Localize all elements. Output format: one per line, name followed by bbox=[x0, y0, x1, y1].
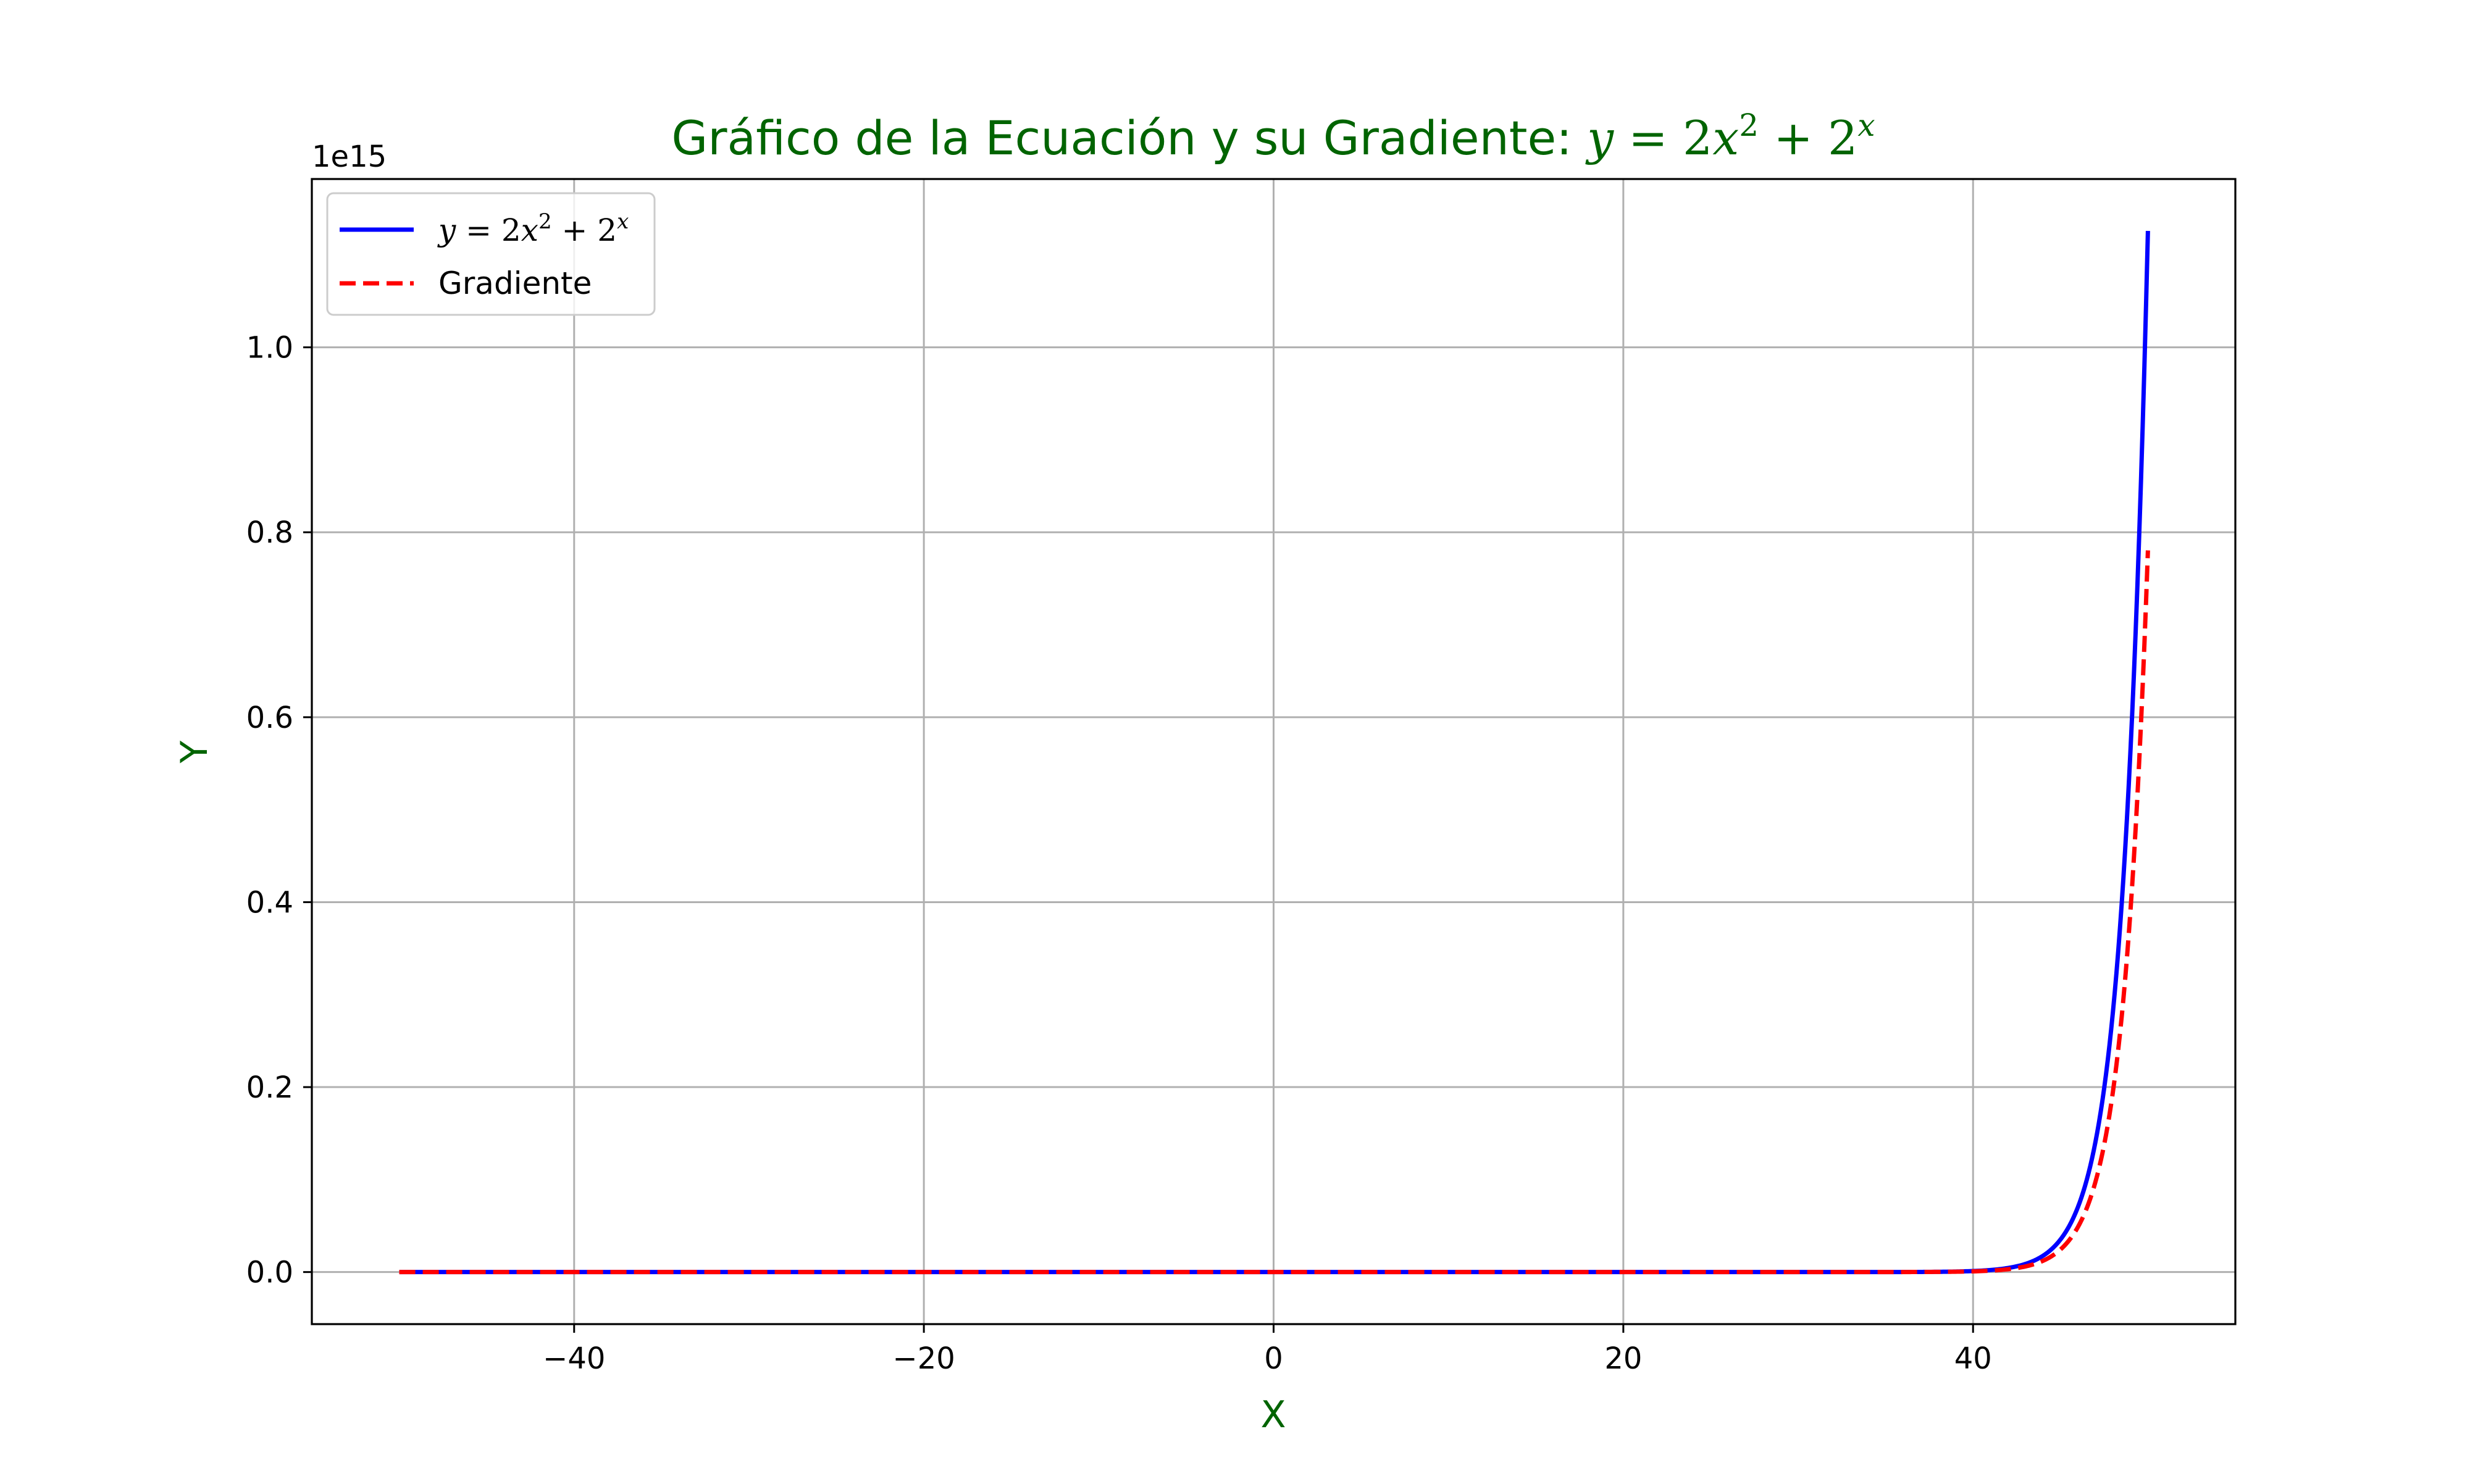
chart-title: Gráfico de la Ecuación y su Gradiente: y… bbox=[671, 107, 1875, 165]
y-tick-label: 0.6 bbox=[246, 701, 293, 735]
x-tick-label: 40 bbox=[1954, 1341, 1992, 1376]
title-eq-equals: = 2 bbox=[1614, 110, 1712, 165]
tick-layer: −40 −20 0 20 40 0.0 0.2 0.4 0.6 0.8 1.0 bbox=[246, 331, 1992, 1376]
x-tick-label: −40 bbox=[543, 1341, 605, 1376]
x-tick-label: −20 bbox=[892, 1341, 955, 1376]
y-tick-label: 1.0 bbox=[246, 331, 293, 365]
y-offset-label: 1e15 bbox=[312, 140, 387, 174]
grid-layer bbox=[312, 179, 2235, 1324]
x-tick-label: 20 bbox=[1604, 1341, 1642, 1376]
title-eq-x: x bbox=[1712, 110, 1739, 165]
y-tick-label: 0.4 bbox=[246, 885, 293, 920]
legend-box bbox=[326, 192, 656, 316]
y-tick-label: 0.0 bbox=[246, 1256, 293, 1290]
legend-label-gradient: Gradiente bbox=[438, 265, 592, 301]
title-prefix: Gráfico de la Ecuación y su Gradiente: bbox=[671, 110, 1587, 165]
y-tick-label: 0.8 bbox=[246, 515, 293, 550]
legend-label-equation: y = 2x2 + 2x bbox=[437, 209, 629, 248]
title-eq-plus: + 2 bbox=[1759, 110, 1857, 165]
title-eq-exp: x bbox=[1857, 107, 1875, 143]
title-eq-sq: 2 bbox=[1739, 107, 1759, 143]
x-tick-label: 0 bbox=[1264, 1341, 1283, 1376]
x-axis-label: X bbox=[1260, 1393, 1286, 1436]
y-tick-label: 0.2 bbox=[246, 1070, 293, 1105]
series-layer bbox=[398, 230, 2150, 1275]
title-eq-y: y bbox=[1585, 110, 1614, 165]
series-line-gradient bbox=[398, 550, 2150, 1275]
y-axis-label: Y bbox=[173, 740, 216, 764]
legend: y = 2x2 + 2x Gradiente bbox=[326, 192, 656, 316]
